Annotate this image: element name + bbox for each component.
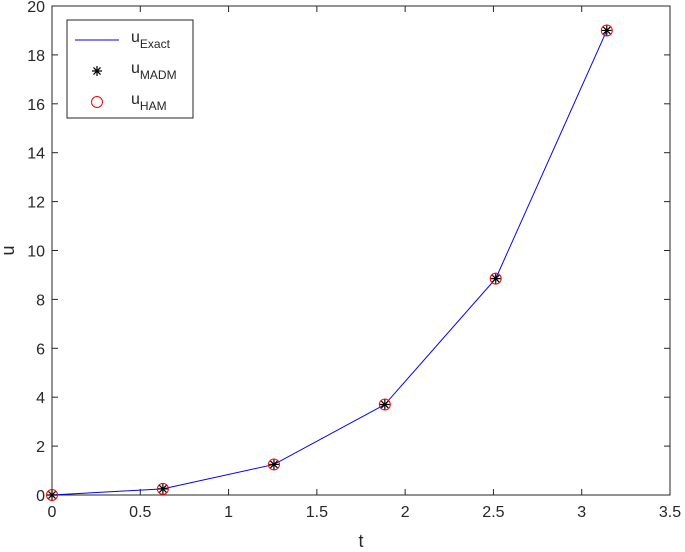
marker-circle — [600, 24, 613, 37]
legend-subscript: Exact — [140, 37, 171, 51]
legend-name: u — [131, 60, 140, 77]
marker-asterisk — [268, 459, 279, 470]
legend-box — [66, 19, 194, 119]
x-tick-label: 3 — [577, 504, 586, 521]
data-line — [51, 30, 608, 496]
legend-name: u — [131, 91, 140, 108]
marker-asterisk — [47, 490, 57, 500]
marker-asterisk — [379, 399, 390, 410]
legend-label: uExact — [131, 29, 171, 51]
marker-circle — [267, 458, 280, 471]
y-axis-label: u — [0, 245, 18, 255]
y-tick-label: 4 — [36, 390, 45, 407]
legend-subscript: HAM — [140, 99, 167, 113]
x-tick-label: 0 — [48, 504, 57, 521]
x-axis-label: t — [358, 531, 363, 551]
y-tick-label: 18 — [27, 48, 45, 65]
marker-circle — [378, 398, 391, 411]
y-tick-label: 6 — [36, 341, 45, 358]
marker-asterisk — [92, 66, 102, 76]
x-tick-label: 1 — [224, 504, 233, 521]
legend-label: uMADM — [131, 60, 177, 82]
y-tick-label: 10 — [27, 244, 45, 261]
y-tick-label: 16 — [27, 97, 45, 114]
y-tick-label: 8 — [36, 292, 45, 309]
x-tick-label: 2.5 — [482, 504, 504, 521]
y-tick-label: 12 — [27, 195, 45, 212]
y-tick-label: 20 — [27, 0, 45, 16]
y-tick-label: 14 — [27, 146, 45, 163]
legend-label: uHAM — [131, 91, 167, 113]
marker-asterisk — [157, 483, 168, 494]
x-tick-label: 3.5 — [659, 504, 681, 521]
marker-asterisk — [490, 273, 501, 284]
x-tick-label: 2 — [401, 504, 410, 521]
y-tick-label: 0 — [36, 488, 45, 505]
marker-asterisk — [601, 25, 612, 36]
legend-circle — [91, 96, 103, 108]
marker-circle — [46, 489, 58, 501]
x-tick-label: 1.5 — [306, 504, 328, 521]
marker-circle — [156, 482, 169, 495]
x-tick-label: 0.5 — [129, 504, 151, 521]
legend-name: u — [131, 29, 140, 46]
legend-subscript: MADM — [140, 68, 177, 82]
y-tick-label: 2 — [36, 439, 45, 456]
marker-circle — [489, 272, 502, 285]
